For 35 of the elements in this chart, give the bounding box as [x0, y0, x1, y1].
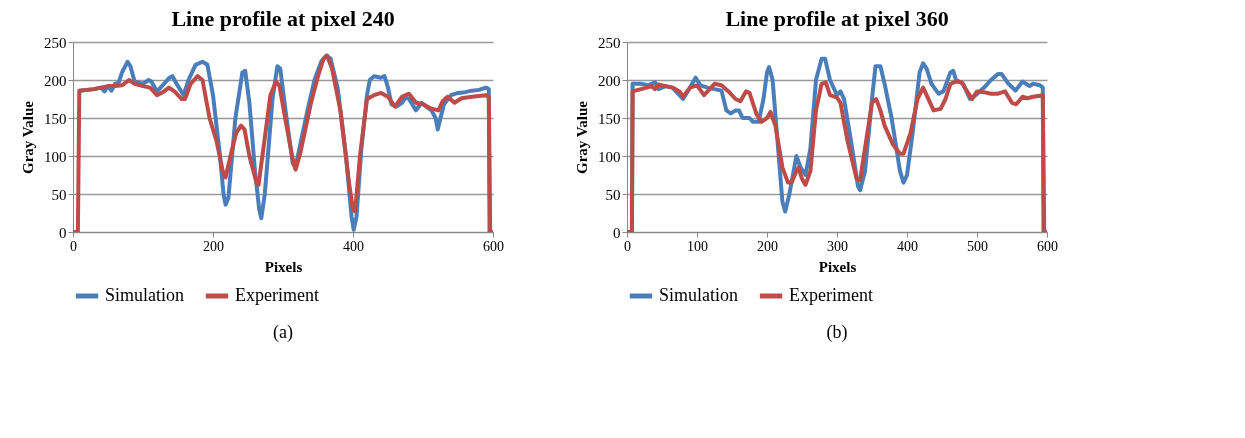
y-tick-label: 250 [598, 34, 621, 51]
chart-title: Line profile at pixel 360 [725, 6, 949, 31]
y-tick-label: 50 [51, 186, 67, 203]
x-tick-label: 400 [343, 238, 364, 254]
y-tick-label: 150 [44, 110, 67, 127]
y-tick-label: 0 [613, 224, 621, 241]
y-tick-label: 250 [44, 34, 67, 51]
x-tick-label: 500 [967, 238, 988, 254]
x-tick-label: 100 [687, 238, 708, 254]
x-axis-title: Pixels [818, 258, 857, 275]
x-tick-label: 200 [203, 238, 224, 254]
x-tick-label: 0 [624, 238, 631, 254]
y-tick-label: 50 [605, 186, 621, 203]
text: (b) [826, 322, 848, 343]
x-tick-label: 400 [897, 238, 918, 254]
x-tick-label: 600 [483, 238, 504, 254]
chart-title: Line profile at pixel 240 [171, 6, 395, 31]
x-tick-label: 600 [1037, 238, 1058, 254]
x-tick-label: 200 [757, 238, 778, 254]
y-axis-title: Gray Value [574, 100, 590, 174]
legend-label: Simulation [105, 285, 185, 305]
legend-label: Experiment [235, 285, 319, 305]
y-tick-label: 150 [598, 110, 621, 127]
y-tick-label: 100 [44, 148, 67, 165]
y-tick-label: 200 [598, 72, 621, 89]
text: (a) [273, 322, 293, 343]
x-tick-label: 300 [827, 238, 848, 254]
legend-label: Simulation [659, 285, 739, 305]
x-axis-title: Pixels [264, 258, 303, 275]
y-axis-title: Gray Value [20, 100, 36, 174]
y-tick-label: 0 [59, 224, 67, 241]
legend-label: Experiment [789, 285, 873, 305]
y-tick-label: 100 [598, 148, 621, 165]
y-tick-label: 200 [44, 72, 67, 89]
x-tick-label: 0 [70, 238, 77, 254]
